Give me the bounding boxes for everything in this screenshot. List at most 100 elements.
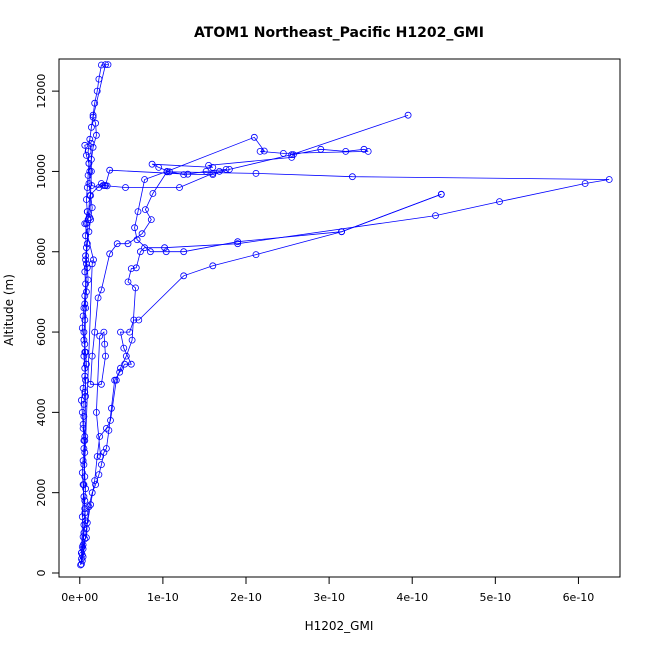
data-point <box>95 471 103 479</box>
data-point <box>104 61 112 68</box>
data-point <box>364 147 372 155</box>
data-point <box>83 151 90 159</box>
data-point <box>79 457 87 465</box>
data-point <box>209 262 217 270</box>
x-axis-label: H1202_GMI <box>305 619 374 633</box>
data-point <box>102 352 109 360</box>
data-point <box>91 99 99 107</box>
data-point <box>155 163 163 171</box>
data-point <box>102 182 109 189</box>
y-tick-label-2: 4000 <box>35 398 48 426</box>
data-point <box>79 384 87 392</box>
data-point <box>250 133 258 141</box>
series-line-0 <box>80 64 109 566</box>
data-point <box>83 288 90 296</box>
data-point <box>161 244 169 252</box>
y-tick-label-0: 0 <box>35 569 48 576</box>
data-point <box>184 170 192 178</box>
data-point <box>84 216 92 224</box>
data-point <box>95 184 103 191</box>
data-point <box>404 111 412 119</box>
x-tick-label-6: 6e-10 <box>563 591 595 604</box>
data-point <box>135 316 143 324</box>
data-point <box>134 208 142 216</box>
data-point <box>97 453 104 460</box>
data-point <box>80 328 88 336</box>
data-point <box>124 278 132 286</box>
data-point <box>120 344 128 352</box>
series-line-5 <box>81 114 409 553</box>
data-point <box>360 145 368 153</box>
data-point <box>85 228 93 236</box>
x-tick-label-3: 3e-10 <box>313 591 345 604</box>
data-point <box>80 336 88 344</box>
data-point <box>116 368 124 376</box>
data-point <box>87 139 95 147</box>
data-point <box>83 184 91 191</box>
data-point <box>81 292 89 300</box>
data-point <box>88 167 95 175</box>
data-point <box>138 230 146 238</box>
data-point <box>96 332 104 340</box>
data-point <box>79 553 87 561</box>
data-point <box>225 165 233 173</box>
data-point <box>113 240 121 248</box>
data-point <box>87 501 94 509</box>
data-point <box>80 445 88 452</box>
data-point <box>83 360 90 368</box>
data-point <box>78 560 85 568</box>
data-point <box>79 545 87 553</box>
series-line-4 <box>81 136 442 517</box>
data-point <box>88 352 96 360</box>
data-point <box>86 135 94 143</box>
data-point <box>81 316 89 324</box>
data-point <box>131 224 139 232</box>
data-point <box>437 190 445 198</box>
data-point <box>85 503 93 511</box>
y-tick-label-6: 12000 <box>35 74 48 109</box>
data-point <box>94 294 102 302</box>
data-point <box>209 171 217 179</box>
data-point <box>141 244 149 252</box>
data-point <box>162 248 170 256</box>
data-point <box>89 143 97 151</box>
data-point <box>86 214 94 222</box>
data-point <box>81 220 89 228</box>
data-point <box>81 300 89 308</box>
data-point <box>132 284 139 292</box>
data-point <box>163 167 171 175</box>
data-point <box>149 190 157 197</box>
data-point <box>98 380 105 388</box>
data-point <box>342 147 350 155</box>
x-tick-label-1: 1e-10 <box>147 591 179 604</box>
series-line-3 <box>82 171 610 557</box>
data-point <box>80 352 88 360</box>
data-point <box>103 445 110 452</box>
data-point <box>180 248 188 256</box>
x-tick-label-0: 0e+00 <box>61 591 98 604</box>
data-point <box>99 182 107 189</box>
data-point <box>180 171 188 179</box>
series-line-2 <box>81 193 442 561</box>
data-point <box>81 141 89 149</box>
data-point <box>180 272 188 280</box>
data-point <box>92 119 99 127</box>
data-point <box>101 340 109 348</box>
data-point <box>106 250 114 258</box>
data-point <box>348 173 356 181</box>
data-point <box>122 184 129 191</box>
data-point <box>86 192 94 199</box>
data-point <box>252 251 260 259</box>
data-point <box>78 549 85 557</box>
data-point <box>288 151 296 159</box>
data-point <box>107 416 114 424</box>
data-point <box>166 168 173 176</box>
data-point <box>81 388 89 396</box>
data-point <box>128 336 136 344</box>
data-point <box>132 264 140 272</box>
data-point <box>121 360 129 368</box>
data-point <box>78 469 86 477</box>
data-point <box>256 147 264 155</box>
data-point <box>108 404 115 412</box>
